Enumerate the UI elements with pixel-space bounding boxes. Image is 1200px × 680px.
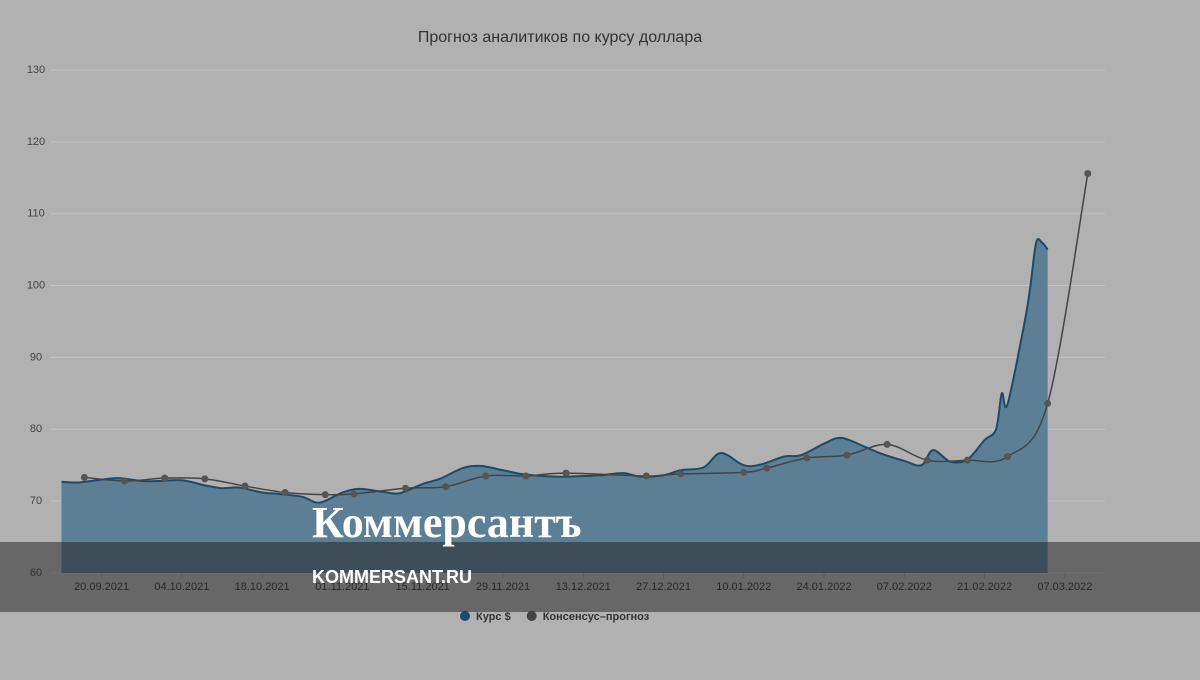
point <box>281 489 289 497</box>
watermark-url: KOMMERSANT.RU <box>312 567 472 587</box>
point <box>522 472 530 480</box>
point <box>740 468 748 476</box>
point <box>121 477 129 485</box>
point <box>1004 453 1012 461</box>
legend-marker <box>526 611 537 621</box>
point <box>883 440 891 448</box>
point <box>677 470 685 478</box>
legend: Курс $ Консенсус–прогноз <box>460 611 650 623</box>
point <box>1084 169 1092 177</box>
y-tick-label: 120 <box>27 136 45 148</box>
point <box>562 469 570 477</box>
point <box>161 474 169 482</box>
point <box>843 451 851 459</box>
y-tick-label: 100 <box>27 279 45 291</box>
legend-label: Курс $ <box>476 611 511 623</box>
point <box>80 473 88 481</box>
y-tick-label: 130 <box>27 64 45 76</box>
y-tick-label: 90 <box>30 351 42 363</box>
y-tick-label: 80 <box>30 423 42 435</box>
point <box>803 454 811 462</box>
point <box>201 475 209 483</box>
point <box>321 491 329 499</box>
plot <box>61 169 1092 573</box>
point <box>442 483 450 491</box>
point <box>763 464 771 472</box>
y-tick-label: 110 <box>27 208 45 220</box>
legend-label: Консенсус–прогноз <box>543 611 650 623</box>
legend-marker <box>460 611 470 621</box>
point <box>241 482 249 490</box>
point <box>963 456 971 464</box>
watermark-logo: Коммерсантъ <box>312 498 582 547</box>
point <box>923 456 931 464</box>
area <box>61 238 1048 573</box>
point <box>350 490 358 498</box>
series-line <box>84 173 1089 496</box>
chart-title: Прогноз аналитиков по курсу доллара <box>418 29 702 46</box>
point <box>482 472 490 480</box>
point <box>1044 399 1052 407</box>
point <box>642 472 650 480</box>
watermark-band <box>0 542 1200 612</box>
point <box>401 484 409 492</box>
y-tick-label: 70 <box>30 495 42 507</box>
